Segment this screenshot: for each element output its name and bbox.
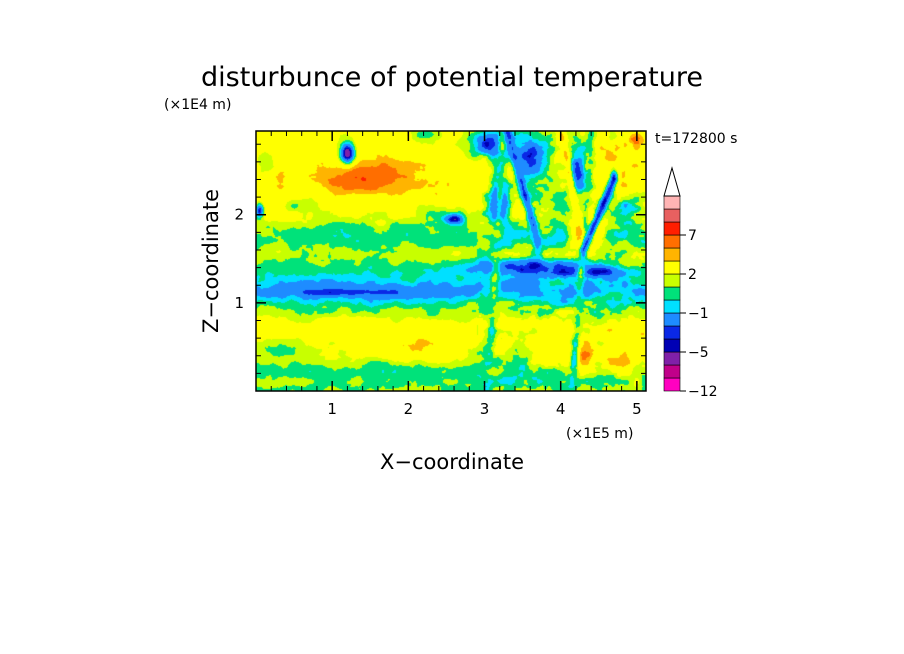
- x-tick-label: 4: [556, 400, 566, 418]
- colorbar: −12−5−127: [663, 166, 718, 400]
- contour-field: [256, 131, 646, 391]
- x-tick-label: 3: [480, 400, 490, 418]
- colorbar-segment: [663, 351, 681, 366]
- x-tick-label: 2: [404, 400, 414, 418]
- colorbar-label: −5: [688, 345, 709, 361]
- colorbar-segment: [663, 364, 681, 379]
- colorbar-label: −1: [688, 306, 709, 322]
- colorbar-segment: [663, 325, 681, 340]
- colorbar-segment: [663, 312, 681, 327]
- colorbar-segment: [663, 221, 681, 236]
- colorbar-segment: [663, 260, 681, 275]
- y-unit-label: (×1E4 m): [164, 97, 231, 113]
- y-tick-label: 1: [234, 294, 244, 312]
- x-tick-label: 5: [632, 400, 642, 418]
- x-axis-label: X−coordinate: [380, 450, 524, 474]
- colorbar-segment: [663, 377, 681, 392]
- chart-title: disturbunce of potential temperature: [201, 62, 703, 93]
- colorbar-label: 2: [688, 267, 697, 283]
- colorbar-segment: [663, 195, 681, 210]
- y-axis-label: Z−coordinate: [199, 189, 223, 333]
- x-unit-label: (×1E5 m): [566, 426, 633, 442]
- colorbar-label: 7: [688, 228, 697, 244]
- time-label: t=172800 s: [655, 131, 737, 147]
- x-axis: 1 2 3 4 5: [270, 131, 642, 418]
- colorbar-segment: [663, 338, 681, 353]
- colorbar-label: −12: [688, 384, 718, 400]
- colorbar-segment: [663, 208, 681, 223]
- colorbar-segment: [663, 299, 681, 314]
- x-tick-label: 1: [327, 400, 337, 418]
- plot-frame: [255, 130, 647, 392]
- colorbar-segment: [663, 286, 681, 301]
- colorbar-segment: [663, 273, 681, 288]
- colorbar-extend-arrow: [663, 166, 681, 197]
- y-tick-label: 2: [234, 206, 244, 224]
- colorbar-segment: [663, 234, 681, 249]
- y-axis: 12: [234, 143, 646, 374]
- colorbar-segment: [663, 247, 681, 262]
